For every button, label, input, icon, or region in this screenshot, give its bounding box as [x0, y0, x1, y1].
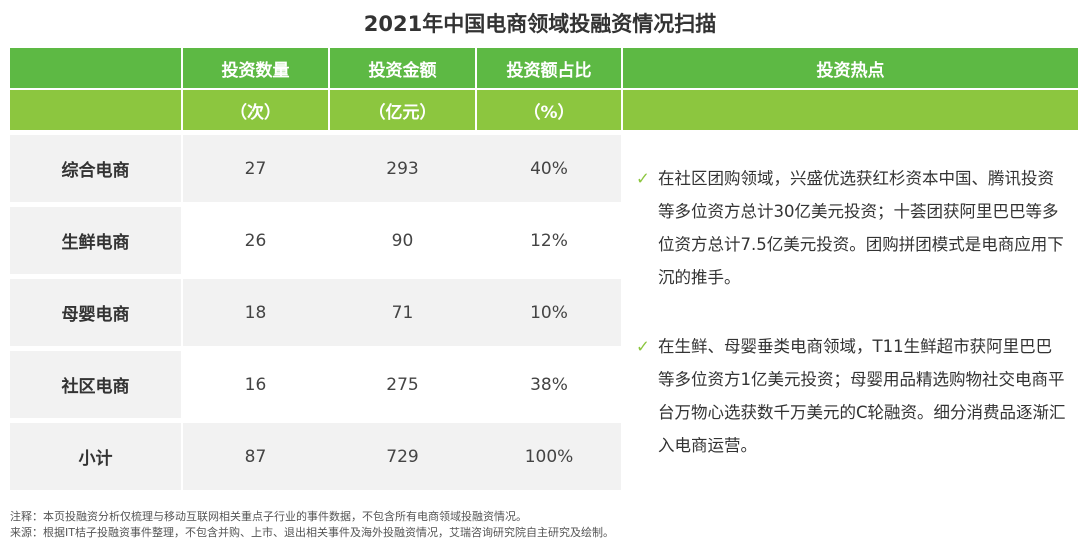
cell-share: 38% [530, 374, 568, 395]
hotspot-text: 在生鲜、母婴垂类电商领域，T11生鲜超市获阿里巴巴等多位资方1亿美元投资；母婴用… [658, 337, 1066, 455]
row-band [183, 423, 621, 490]
subtotal-amount: 729 [386, 446, 419, 467]
header-corner-top [10, 48, 181, 88]
unit-share: （%） [477, 90, 621, 130]
header-corner-sub [10, 90, 181, 130]
page-title: 2021年中国电商领域投融资情况扫描 [363, 12, 717, 36]
footnote-note: 注释：本页投融资分析仅梳理与移动互联网相关重点子行业的事件数据，不包含所有电商领… [10, 510, 527, 523]
cell-count: 26 [244, 230, 267, 251]
row-band [183, 279, 621, 346]
cell-share: 40% [530, 158, 568, 179]
check-icon: ✓ [636, 169, 650, 188]
cell-count: 18 [244, 302, 267, 323]
unit-amount: （亿元） [330, 90, 475, 130]
subtotal-label: 小计 [10, 423, 181, 490]
header-amount: 投资金额 [330, 48, 475, 88]
cell-amount: 90 [391, 230, 414, 251]
cell-count: 27 [244, 158, 267, 179]
cell-count: 16 [244, 374, 267, 395]
header-share: 投资额占比 [477, 48, 621, 88]
subtotal-share: 100% [524, 446, 574, 467]
row-band [183, 135, 621, 202]
hotspot-item: ✓ 在生鲜、母婴垂类电商领域，T11生鲜超市获阿里巴巴等多位资方1亿美元投资；母… [636, 330, 1068, 462]
row-label: 母婴电商 [10, 279, 181, 346]
cell-amount: 293 [386, 158, 419, 179]
cell-amount: 71 [391, 302, 414, 323]
subtotal-count: 87 [244, 446, 267, 467]
row-label: 生鲜电商 [10, 207, 181, 274]
row-label: 社区电商 [10, 351, 181, 418]
unit-count: （次） [183, 90, 328, 130]
header-hotspot: 投资热点 [623, 48, 1078, 88]
row-label: 综合电商 [10, 135, 181, 202]
check-icon: ✓ [636, 337, 650, 356]
hotspot-text: 在社区团购领域，兴盛优选获红杉资本中国、腾讯投资等多位资方总计30亿美元投资；十… [658, 169, 1064, 287]
footnote-source: 来源：根据IT桔子投融资事件整理，不包含并购、上市、退出相关事件及海外投融资情况… [10, 526, 614, 539]
unit-hotspot [623, 90, 1078, 130]
cell-share: 12% [530, 230, 568, 251]
header-count: 投资数量 [183, 48, 328, 88]
hotspot-item: ✓ 在社区团购领域，兴盛优选获红杉资本中国、腾讯投资等多位资方总计30亿美元投资… [636, 162, 1068, 294]
cell-amount: 275 [386, 374, 419, 395]
cell-share: 10% [530, 302, 568, 323]
